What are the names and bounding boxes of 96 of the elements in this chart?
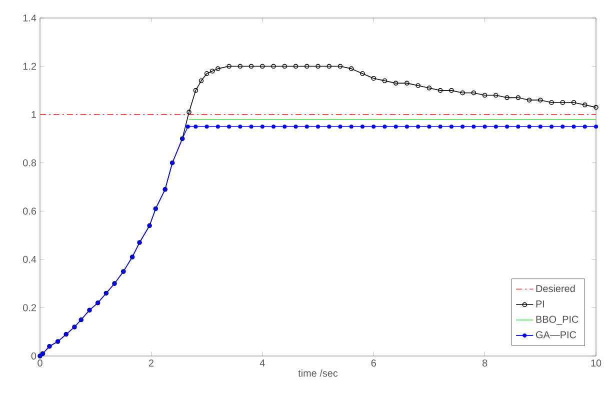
point xyxy=(282,64,288,69)
point xyxy=(227,124,232,129)
point xyxy=(582,124,587,129)
x-tick-label: 6 xyxy=(371,360,376,367)
point xyxy=(338,64,343,69)
point xyxy=(272,124,276,129)
point xyxy=(527,124,532,129)
point xyxy=(538,98,543,102)
y-tick-label: 0.6 xyxy=(23,208,36,215)
point xyxy=(460,90,465,96)
legend-label: GA—PIC xyxy=(536,331,576,338)
point xyxy=(349,124,354,129)
point xyxy=(186,124,190,129)
legend-label: BBO_PIC xyxy=(536,316,578,325)
y-tick-label: 0.4 xyxy=(23,256,36,263)
point xyxy=(316,64,320,69)
point xyxy=(216,66,220,72)
point xyxy=(505,124,510,129)
point xyxy=(371,76,376,81)
point xyxy=(472,124,476,129)
point xyxy=(282,124,287,129)
y-tick-label: 1.4 xyxy=(23,14,36,22)
point xyxy=(260,64,265,69)
point xyxy=(382,124,387,129)
point xyxy=(582,102,588,108)
point xyxy=(294,124,298,129)
x-tick-label: 0 xyxy=(38,360,42,367)
point xyxy=(416,124,420,129)
point xyxy=(304,124,309,129)
point xyxy=(494,124,498,129)
point xyxy=(248,64,254,69)
point xyxy=(194,124,198,129)
point xyxy=(360,71,365,76)
y-tick-label: 1.2 xyxy=(23,62,36,70)
point xyxy=(471,90,476,96)
point xyxy=(516,95,521,100)
y-tick-label: 0 xyxy=(31,352,36,360)
point xyxy=(216,124,220,129)
point xyxy=(293,64,298,69)
point xyxy=(394,124,398,129)
point xyxy=(249,124,254,129)
point xyxy=(516,124,520,129)
point xyxy=(404,80,410,86)
x-tick-label: 8 xyxy=(482,360,488,367)
point xyxy=(338,124,342,129)
point xyxy=(382,78,388,84)
point xyxy=(193,88,198,93)
legend-label: Desiered xyxy=(536,284,575,292)
point xyxy=(560,124,565,129)
point xyxy=(550,124,554,129)
point xyxy=(210,68,215,74)
point xyxy=(438,88,443,93)
point xyxy=(449,88,454,93)
point xyxy=(482,124,487,129)
point xyxy=(226,64,232,69)
point xyxy=(198,78,204,84)
x-tick-label: 2 xyxy=(148,360,154,366)
point xyxy=(327,124,332,129)
point xyxy=(594,124,598,129)
point xyxy=(560,100,566,105)
y-tick-label: 0.8 xyxy=(23,159,36,166)
point xyxy=(572,124,576,129)
point xyxy=(504,95,510,100)
point xyxy=(238,64,243,69)
point xyxy=(204,124,209,129)
point xyxy=(404,124,409,129)
point xyxy=(372,124,376,129)
point xyxy=(186,110,192,115)
x-tick-label: 10 xyxy=(591,360,602,367)
point xyxy=(449,124,454,129)
point xyxy=(460,124,465,129)
point xyxy=(549,100,554,105)
y-tick-label: 0.2 xyxy=(23,304,36,312)
point xyxy=(494,92,498,98)
point xyxy=(526,98,532,102)
x-axis-title: time /sec xyxy=(298,369,338,377)
point xyxy=(571,100,576,105)
point xyxy=(360,124,364,129)
point xyxy=(204,71,210,76)
point xyxy=(426,86,432,90)
point xyxy=(538,124,542,129)
point xyxy=(326,64,332,69)
point xyxy=(427,124,432,129)
legend-label: PI xyxy=(536,300,544,308)
point xyxy=(416,83,420,88)
point xyxy=(260,124,264,129)
point xyxy=(271,64,276,69)
point xyxy=(304,64,310,69)
y-tick-label: 1 xyxy=(32,111,36,118)
x-tick-label: 4 xyxy=(260,360,265,366)
point xyxy=(316,124,320,129)
point xyxy=(348,66,354,72)
point xyxy=(238,124,242,129)
point xyxy=(393,80,398,86)
point xyxy=(482,92,488,98)
point xyxy=(438,124,442,129)
